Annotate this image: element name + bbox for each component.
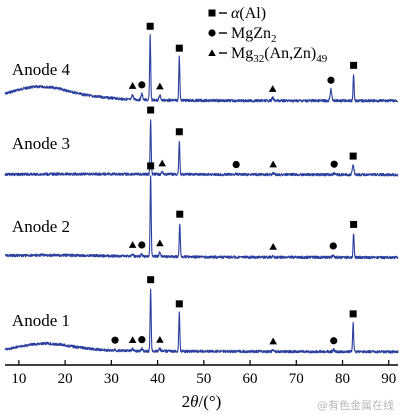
peak-marker-circle <box>232 160 240 169</box>
legend-symbol-triangle <box>208 49 216 56</box>
peak-marker-circle <box>327 76 335 84</box>
series-4: Anode 1 <box>4 276 399 354</box>
peak-marker-triangle <box>269 337 277 345</box>
x-tick-label: 70 <box>289 371 304 387</box>
peak-marker-circle <box>138 336 146 344</box>
series-2: Anode 3 <box>4 106 399 177</box>
peak-marker-circle <box>138 241 146 249</box>
peak-marker-triangle <box>128 336 137 344</box>
legend-symbol-circle <box>208 29 216 37</box>
peak-marker-square <box>349 152 357 160</box>
peak-marker-triangle <box>268 85 277 92</box>
peak-marker-square <box>350 220 358 228</box>
series-label: Anode 3 <box>12 134 70 153</box>
peak-marker-square <box>147 162 155 170</box>
x-axis: 10 20 30 40 50 60 70 80 90 2θ/(°) <box>5 360 398 411</box>
peak-marker-triangle <box>158 159 166 167</box>
x-tick-label: 60 <box>243 371 258 387</box>
peak-marker-square <box>349 310 357 318</box>
plot-area: Anode 4 Anode 3 Anode 2 Anode 1 <box>4 22 399 354</box>
x-tick-label: 20 <box>58 371 73 387</box>
legend-symbol-square <box>208 9 216 17</box>
peak-marker-square <box>147 106 155 114</box>
x-tick-label: 80 <box>335 371 350 387</box>
legend-entry: α(Al) <box>208 5 266 22</box>
x-tick-label: 90 <box>381 371 396 387</box>
peak-marker-triangle <box>156 82 164 90</box>
peak-marker-circle <box>329 242 337 250</box>
x-axis-label: 2θ/(°) <box>182 392 222 411</box>
legend-label: α(Al) <box>231 5 266 22</box>
peak-marker-triangle <box>128 241 137 248</box>
peak-marker-triangle <box>269 242 277 250</box>
peak-marker-triangle <box>269 160 277 168</box>
series-label: Anode 1 <box>12 311 70 330</box>
legend-label: Mg32(An,Zn)49 <box>231 45 328 65</box>
peak-marker-triangle <box>156 335 164 343</box>
peak-marker-circle <box>330 160 338 168</box>
x-tick-label: 30 <box>104 371 119 387</box>
legend-label: MgZn2 <box>231 25 277 45</box>
series-line <box>4 119 399 177</box>
series-line <box>4 288 399 354</box>
x-tick-label: 40 <box>150 371 165 387</box>
peak-marker-square <box>175 44 183 52</box>
legend-entry: Mg32(An,Zn)49 <box>208 45 328 65</box>
series-label: Anode 2 <box>12 217 70 236</box>
peak-marker-triangle <box>156 239 164 247</box>
peak-marker-circle <box>138 81 146 89</box>
peak-marker-square <box>350 61 358 69</box>
series-1: Anode 4 <box>4 22 399 103</box>
x-tick-label: 10 <box>11 371 26 387</box>
peak-marker-square <box>146 22 154 30</box>
series-3: Anode 2 <box>4 162 399 260</box>
peak-marker-square <box>176 210 184 218</box>
series-line <box>4 34 399 103</box>
series-line <box>4 175 399 260</box>
peak-marker-circle <box>330 337 338 345</box>
watermark: @有色金属在线 <box>317 399 394 412</box>
peak-marker-triangle <box>128 82 137 89</box>
peak-marker-square <box>147 276 155 284</box>
peak-marker-square <box>175 300 183 308</box>
legend-entry: MgZn2 <box>208 25 277 45</box>
peak-marker-square <box>175 128 183 136</box>
series-label: Anode 4 <box>12 60 71 79</box>
x-tick-label: 50 <box>196 371 211 387</box>
peak-marker-circle <box>111 336 119 344</box>
